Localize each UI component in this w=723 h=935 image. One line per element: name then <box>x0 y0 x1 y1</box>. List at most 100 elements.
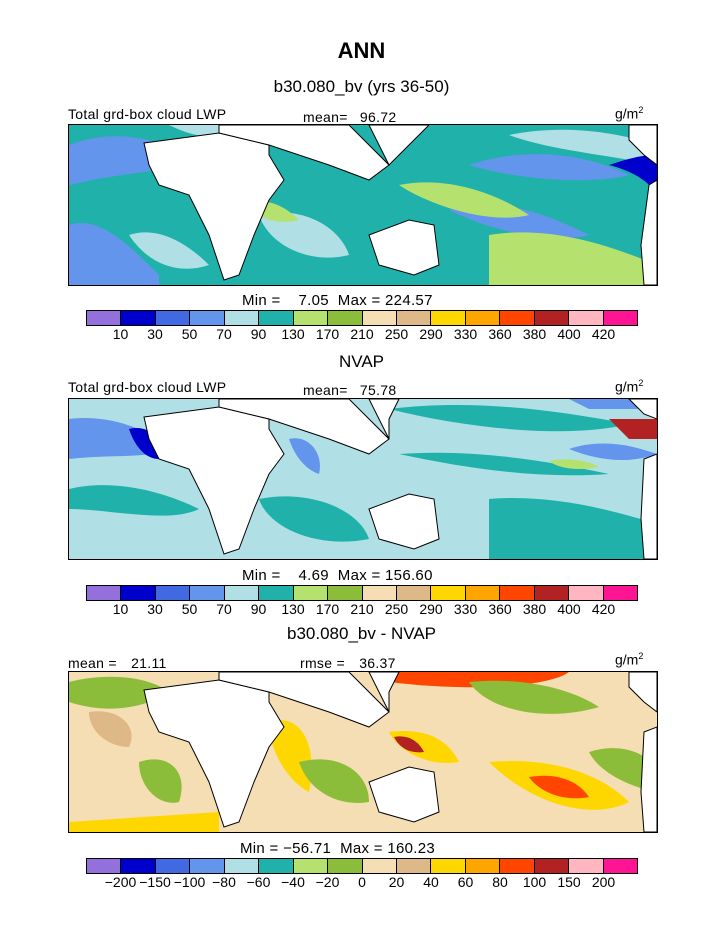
field-blob <box>509 129 657 165</box>
panel1-units: g/m2 <box>615 105 643 122</box>
panel2-mean-value: 75.78 <box>359 382 397 398</box>
page-title: ANN <box>337 38 386 63</box>
panel1-variable-label: Total grd-box cloud LWP <box>68 106 227 122</box>
colorbar-cell <box>87 311 122 325</box>
colorbar-cell <box>465 311 501 325</box>
panel2-subtitle: NVAP <box>338 352 385 371</box>
panel2-colorbar-ticks: 10 30 50 70 90 130 170 210 250 290 330 3… <box>86 601 638 619</box>
africa-landmass <box>143 679 285 828</box>
colorbar-tick: −40 <box>281 874 305 890</box>
field-blob <box>609 155 657 195</box>
panel3-colorbar: −200 −150 −100 −80 −60 −40 −20 0 20 40 6… <box>86 858 638 890</box>
colorbar-tick: 210 <box>350 601 374 617</box>
colorbar-tick: 90 <box>250 601 267 617</box>
colorbar-cell <box>293 311 329 325</box>
colorbar-tick: 330 <box>453 326 478 342</box>
panel3-colorbar-cells <box>86 858 638 874</box>
field-blob <box>399 452 609 476</box>
panel2-colorbar-cells <box>86 585 638 601</box>
colorbar-cell <box>293 859 329 873</box>
colorbar-tick: 210 <box>350 326 374 342</box>
colorbar-cell <box>465 586 501 600</box>
colorbar-tick: 290 <box>419 326 443 342</box>
colorbar-tick: 50 <box>181 601 198 617</box>
colorbar-tick: −20 <box>315 874 340 890</box>
panel3-mean-label: mean = <box>68 655 117 671</box>
panel2-map <box>68 398 658 560</box>
colorbar-tick: 0 <box>358 874 366 890</box>
colorbar-tick: 360 <box>488 601 512 617</box>
colorbar-cell <box>534 311 570 325</box>
panel1-colorbar: 10 30 50 70 90 130 170 210 250 290 330 3… <box>86 310 638 342</box>
colorbar-cell <box>569 311 604 325</box>
colorbar-cell <box>396 311 432 325</box>
field-blob <box>569 443 657 461</box>
panel2-mean-label: mean= <box>303 382 348 398</box>
panel2-units-base: g/m <box>615 378 639 395</box>
field-blob <box>299 759 369 803</box>
australia-landmass <box>368 219 440 276</box>
colorbar-tick: 100 <box>522 874 547 890</box>
colorbar-cell <box>155 311 191 325</box>
colorbar-tick: −150 <box>139 874 171 890</box>
colorbar-tick: 420 <box>591 601 616 617</box>
colorbar-tick: 10 <box>112 326 129 342</box>
panel3-rmse-label: rmse = <box>300 655 345 671</box>
australia-landmass <box>368 766 440 823</box>
panel2-colorbar: 10 30 50 70 90 130 170 210 250 290 330 3… <box>86 585 638 617</box>
panel1-map-svg <box>69 125 657 285</box>
colorbar-cell <box>121 311 156 325</box>
panel3-units-exp: 2 <box>638 651 644 661</box>
field-blob <box>399 182 529 218</box>
colorbar-cell <box>603 586 637 600</box>
colorbar-tick: 30 <box>147 601 163 617</box>
field-blob <box>259 212 349 258</box>
panel3-mean-value: 21.11 <box>131 655 167 671</box>
panel2-units: g/m2 <box>615 378 643 395</box>
asia-landmass <box>368 399 400 440</box>
colorbar-cell <box>328 586 363 600</box>
field-blob <box>489 232 657 285</box>
colorbar-tick: 50 <box>181 326 198 342</box>
colorbar-cell <box>465 859 501 873</box>
colorbar-tick: 40 <box>423 874 439 890</box>
colorbar-cell <box>362 586 397 600</box>
colorbar-tick: 150 <box>557 874 581 890</box>
colorbar-cell <box>259 859 294 873</box>
america-landmass <box>628 399 657 420</box>
field-blob <box>259 496 369 542</box>
field-blob <box>609 419 657 439</box>
colorbar-tick: 400 <box>557 326 581 342</box>
panel1-mean: mean= 96.72 <box>303 109 396 125</box>
colorbar-cell <box>87 859 122 873</box>
panel1-colorbar-cells <box>86 310 638 326</box>
colorbar-cell <box>431 859 466 873</box>
colorbar-cell <box>431 586 466 600</box>
africa-landmass <box>143 406 285 555</box>
colorbar-cell <box>259 311 294 325</box>
panel1-minmax: Min = 7.05 Max = 224.57 <box>242 292 433 309</box>
colorbar-cell <box>224 586 260 600</box>
colorbar-cell <box>328 311 363 325</box>
africa-landmass <box>143 132 285 281</box>
panel3-mean: mean = 21.11 <box>68 655 167 671</box>
panel3-map-svg <box>69 672 657 832</box>
south-america-landmass <box>640 726 657 832</box>
america-landmass <box>628 672 657 713</box>
colorbar-tick: −80 <box>212 874 236 890</box>
eurasia-landmass <box>218 399 390 455</box>
colorbar-cell <box>328 859 363 873</box>
panel3-rmse-value: 36.37 <box>359 655 396 671</box>
colorbar-tick: 380 <box>522 326 547 342</box>
colorbar-cell <box>224 311 260 325</box>
colorbar-tick: 80 <box>492 874 508 890</box>
colorbar-cell <box>603 311 637 325</box>
panel2-minmax: Min = 4.69 Max = 156.60 <box>242 567 433 584</box>
panel3-map <box>68 671 658 833</box>
panel3-subtitle: b30.080_bv - NVAP <box>287 624 436 643</box>
colorbar-tick: 290 <box>419 601 443 617</box>
field-blob <box>589 748 657 792</box>
colorbar-cell <box>190 586 225 600</box>
panel3-rmse: rmse = 36.37 <box>300 655 396 671</box>
field-blob <box>529 775 589 799</box>
